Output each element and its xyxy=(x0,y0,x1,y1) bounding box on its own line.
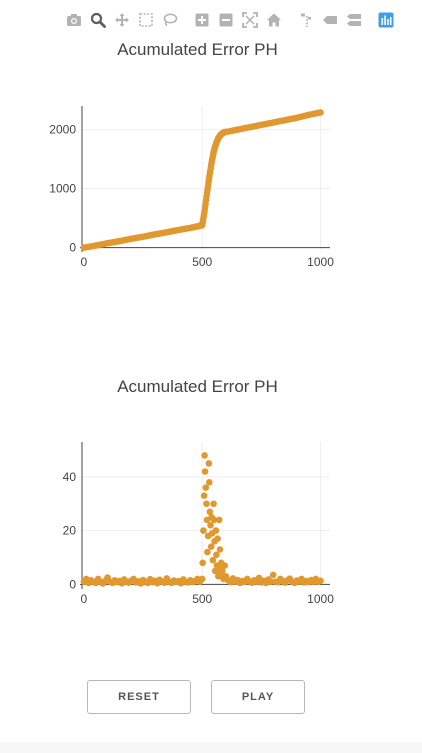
data-point xyxy=(213,551,220,559)
hover-closest-button[interactable] xyxy=(318,8,342,32)
home-icon xyxy=(267,13,281,27)
camera-icon xyxy=(67,14,81,26)
x-tick-label: 1000 xyxy=(307,592,334,606)
plotly-logo-icon xyxy=(378,12,394,28)
data-point xyxy=(221,562,228,569)
pan-icon xyxy=(115,13,129,27)
data-point xyxy=(198,575,206,583)
spike-lines-icon xyxy=(301,13,311,27)
reset-button[interactable]: RESET xyxy=(87,680,191,714)
lasso-select-icon xyxy=(163,13,178,27)
zoom-in-button[interactable] xyxy=(190,8,214,32)
data-point xyxy=(201,452,208,459)
y-tick-label: 2000 xyxy=(49,123,76,137)
play-button[interactable]: PLAY xyxy=(211,680,305,714)
pan-button[interactable] xyxy=(110,8,134,32)
x-tick-label: 500 xyxy=(192,255,212,269)
data-point xyxy=(215,516,223,524)
zoom-out-button[interactable] xyxy=(214,8,238,32)
data-point xyxy=(206,508,214,516)
plotly-logo-button[interactable] xyxy=(374,8,398,32)
data-point xyxy=(202,484,210,491)
x-tick-label: 0 xyxy=(81,255,88,269)
footer-strip xyxy=(0,742,422,753)
spike-lines-button[interactable] xyxy=(294,8,318,32)
chart-2-title: Acumulated Error PH xyxy=(117,377,278,396)
data-point xyxy=(214,535,221,542)
chart-1-plot[interactable]: 0 1000 2000 0 500 1000 xyxy=(0,0,422,300)
chart-2-series xyxy=(80,452,324,587)
zoom-button[interactable] xyxy=(86,8,110,32)
data-point xyxy=(210,516,218,524)
home-button[interactable] xyxy=(262,8,286,32)
zoom-icon xyxy=(90,12,106,28)
data-point xyxy=(201,468,209,475)
y-tick-label: 20 xyxy=(63,524,77,538)
hover-closest-icon xyxy=(323,16,337,24)
autoscale-icon xyxy=(242,12,258,28)
box-select-icon xyxy=(139,13,153,27)
data-point xyxy=(210,500,217,508)
autoscale-button[interactable] xyxy=(238,8,262,32)
y-tick-label: 1000 xyxy=(49,182,76,196)
modebar xyxy=(62,8,422,32)
data-point xyxy=(200,492,208,500)
data-point xyxy=(269,571,277,579)
x-tick-label: 500 xyxy=(192,592,212,606)
chart-1-title: Acumulated Error PH xyxy=(117,40,278,59)
y-tick-label: 0 xyxy=(69,577,76,591)
data-point xyxy=(317,577,324,585)
data-point xyxy=(203,500,210,508)
zoom-out-icon xyxy=(219,13,233,27)
data-point xyxy=(206,478,213,486)
camera-button[interactable] xyxy=(62,8,86,32)
data-point xyxy=(209,556,217,564)
hover-compare-icon xyxy=(347,14,361,26)
data-point xyxy=(219,567,226,575)
data-point xyxy=(216,546,224,553)
lasso-select-button[interactable] xyxy=(158,8,182,32)
data-point xyxy=(199,559,206,567)
data-point xyxy=(267,578,275,585)
x-tick-label: 1000 xyxy=(307,255,334,269)
y-tick-label: 0 xyxy=(69,241,76,255)
data-point xyxy=(212,527,220,534)
data-point xyxy=(204,548,211,556)
data-point xyxy=(207,521,214,529)
data-point xyxy=(317,109,324,116)
y-tick-label: 40 xyxy=(63,470,77,484)
box-select-button[interactable] xyxy=(134,8,158,32)
hover-compare-button[interactable] xyxy=(342,8,366,32)
data-point xyxy=(205,460,213,467)
chart-1-series xyxy=(80,109,324,251)
data-point xyxy=(207,543,215,551)
chart-2-plot[interactable]: 0 20 40 0 500 1000 xyxy=(0,0,422,640)
zoom-in-icon xyxy=(195,13,209,27)
data-point xyxy=(200,527,207,534)
x-tick-label: 0 xyxy=(81,592,88,606)
